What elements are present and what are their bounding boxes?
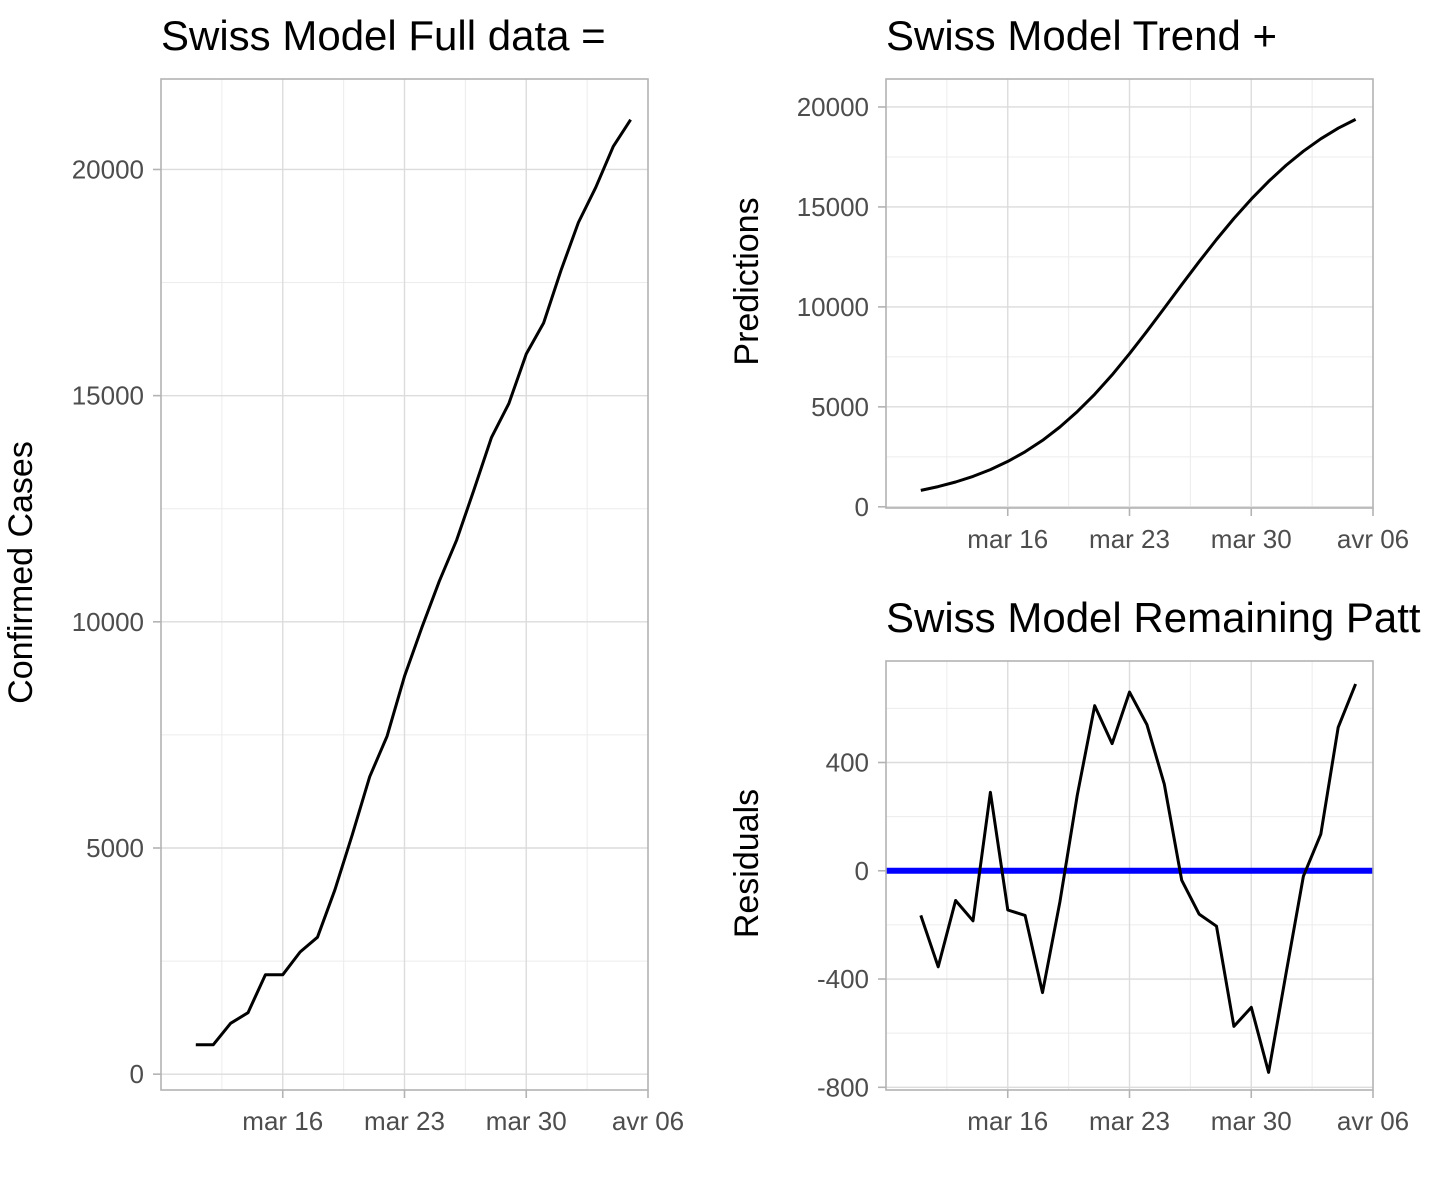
series-line xyxy=(195,118,632,1047)
x-tick-label: mar 30 xyxy=(1211,524,1292,554)
x-tick-label: avr 06 xyxy=(1337,524,1409,554)
y-tick-label: 15000 xyxy=(797,192,869,222)
series-line xyxy=(920,118,1357,492)
x-tick-label: avr 06 xyxy=(1337,1106,1409,1136)
y-tick-label: 5000 xyxy=(811,392,869,422)
y-tick-label: 5000 xyxy=(86,833,144,863)
x-tick-label: mar 16 xyxy=(967,524,1048,554)
y-axis-label: Predictions xyxy=(728,197,766,365)
chart-title: Swiss Model Trend + xyxy=(886,12,1277,59)
y-axis-label: Confirmed Cases xyxy=(2,441,40,704)
chart-title: Swiss Model Remaining Patt xyxy=(886,594,1421,641)
x-tick-label: mar 16 xyxy=(967,1106,1048,1136)
x-tick-label: mar 30 xyxy=(1211,1106,1292,1136)
x-tick-label: mar 23 xyxy=(1089,1106,1170,1136)
y-axis-label: Residuals xyxy=(728,789,766,938)
chart-title: Swiss Model Full data = xyxy=(161,12,606,59)
y-tick-label: 0 xyxy=(855,856,869,886)
x-tick-label: avr 06 xyxy=(612,1106,684,1136)
y-tick-label: 15000 xyxy=(72,381,144,411)
panel-remaining-pattern: mar 16 mar 23 mar 30 avr 06 -800 -400 0 400 Swis… xyxy=(728,594,1421,1136)
x-tick-label: mar 23 xyxy=(1089,524,1170,554)
y-tick-label: 20000 xyxy=(797,92,869,122)
y-tick-label: -800 xyxy=(817,1072,869,1102)
y-tick-label: 10000 xyxy=(72,607,144,637)
y-tick-label: 0 xyxy=(855,492,869,522)
y-tick-label: 10000 xyxy=(797,292,869,322)
y-tick-label: -400 xyxy=(817,964,869,994)
x-tick-label: mar 30 xyxy=(486,1106,567,1136)
x-tick-label: mar 16 xyxy=(242,1106,323,1136)
panel-full-data: mar 16 mar 23 mar 30 avr 06 0 5000 10000 15000 2… xyxy=(2,12,684,1136)
x-tick-label: mar 23 xyxy=(364,1106,445,1136)
y-tick-label: 20000 xyxy=(72,154,144,184)
series-line xyxy=(919,683,1357,1074)
y-tick-label: 0 xyxy=(130,1059,144,1089)
y-tick-label: 400 xyxy=(826,747,869,777)
panel-trend: mar 16 mar 23 mar 30 avr 06 0 5000 10000 15000 2… xyxy=(728,12,1409,554)
